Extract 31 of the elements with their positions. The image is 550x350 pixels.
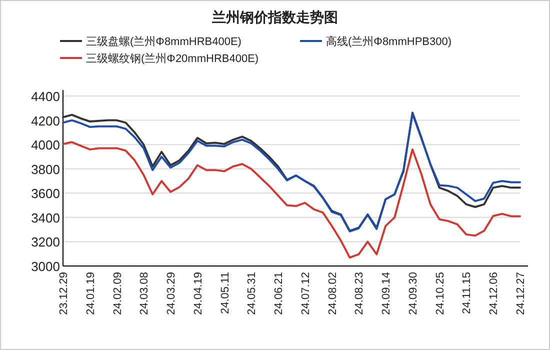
x-tick-label: 24.09.14 [380, 272, 393, 315]
x-tick-label: 24.11.15 [461, 272, 474, 314]
x-tick-label: 24.09.30 [407, 272, 420, 315]
x-tick-label: 24.10.25 [434, 272, 446, 315]
x-tick-label: 24.03.29 [166, 272, 178, 315]
x-tick-label: 24.06.21 [273, 272, 286, 315]
x-tick-label: 24.12.27 [515, 272, 527, 315]
y-tick-label: 3600 [31, 186, 60, 202]
chart-title: 兰州钢价指数走势图 [211, 9, 338, 25]
x-tick-label: 24.05.31 [246, 272, 258, 315]
legend-label: 高线(兰州Φ8mmHPB300) [326, 35, 452, 48]
line-series [62, 141, 521, 258]
x-tick-label: 24.08.23 [354, 272, 366, 315]
x-tick-label: 24.07.12 [300, 272, 312, 315]
x-tick-label: 24.05.11 [219, 272, 232, 314]
x-tick-label: 24.12.06 [488, 272, 500, 315]
x-tick-label: 24.03.08 [138, 272, 151, 315]
y-tick-label: 4000 [31, 138, 60, 153]
y-tick-label: 3000 [31, 259, 60, 274]
x-tick-label: 24.04.19 [192, 272, 204, 315]
x-tick-label: 24.08.02 [326, 272, 339, 315]
y-tick-label: 3400 [31, 210, 60, 226]
x-tick-label: 24.01.19 [84, 272, 97, 315]
x-tick-label: 24.02.09 [112, 272, 124, 315]
y-tick-label: 3200 [31, 234, 60, 250]
y-tick-label: 4200 [31, 113, 60, 128]
legend-label: 三级盘螺(兰州Φ8mmHRB400E) [86, 35, 242, 48]
y-tick-label: 4400 [31, 89, 60, 104]
legend-label: 三级螺纹钢(兰州Φ20mmHRB400E) [86, 52, 259, 65]
x-tick-label: 23.12.29 [58, 272, 70, 315]
y-tick-label: 3800 [31, 162, 60, 177]
